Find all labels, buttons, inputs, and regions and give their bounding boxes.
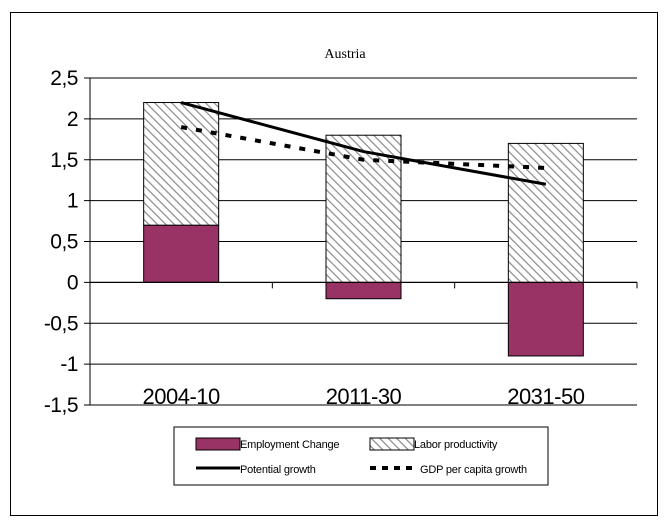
x-tick-label: 2011-30 <box>326 384 402 409</box>
bar-labor-productivity <box>143 102 220 226</box>
y-tick-label: 1 <box>67 190 78 213</box>
legend-label-labor-productivity: Labor productivity <box>414 439 498 451</box>
y-tick-label: -1,5 <box>44 394 78 417</box>
y-tick-label: -1 <box>60 353 78 376</box>
line-gdp-per-capita-growth <box>180 125 546 170</box>
bar-employment-change <box>507 281 584 357</box>
legend-box <box>173 426 549 486</box>
bar-labor-productivity <box>507 142 584 283</box>
chart-title: Austria <box>324 47 366 62</box>
y-tick-labels: 2,5 2 1,5 1 0,5 0 -0,5 -1 -1,5 <box>44 67 79 417</box>
legend: Employment Change Labor productivity Pot… <box>173 426 549 486</box>
legend-label-employment-change: Employment Change <box>240 439 339 451</box>
line-potential-growth <box>180 101 547 186</box>
lines-group <box>180 101 547 186</box>
y-tick-label: 0 <box>67 271 78 294</box>
axes-group <box>84 77 638 406</box>
y-tick-label: 1,5 <box>50 149 78 172</box>
x-tick-label: 2031-50 <box>507 384 585 409</box>
bar-employment-change <box>143 224 220 283</box>
legend-swatch-labor-productivity <box>369 437 415 451</box>
y-tick-label: 2,5 <box>50 67 78 90</box>
legend-label-potential-growth: Potential growth <box>240 464 316 476</box>
y-tick-label: -0,5 <box>44 312 78 335</box>
bars-group <box>143 102 584 357</box>
bar-employment-change <box>325 281 402 300</box>
y-tick-label: 2 <box>67 108 78 131</box>
legend-label-gdp-per-capita-growth: GDP per capita growth <box>420 464 527 476</box>
legend-swatch-employment-change <box>195 437 241 451</box>
y-tick-label: 0,5 <box>50 231 78 254</box>
x-tick-labels: 2004-10 2011-30 2031-50 <box>143 384 586 409</box>
x-tick-label: 2004-10 <box>143 384 221 409</box>
